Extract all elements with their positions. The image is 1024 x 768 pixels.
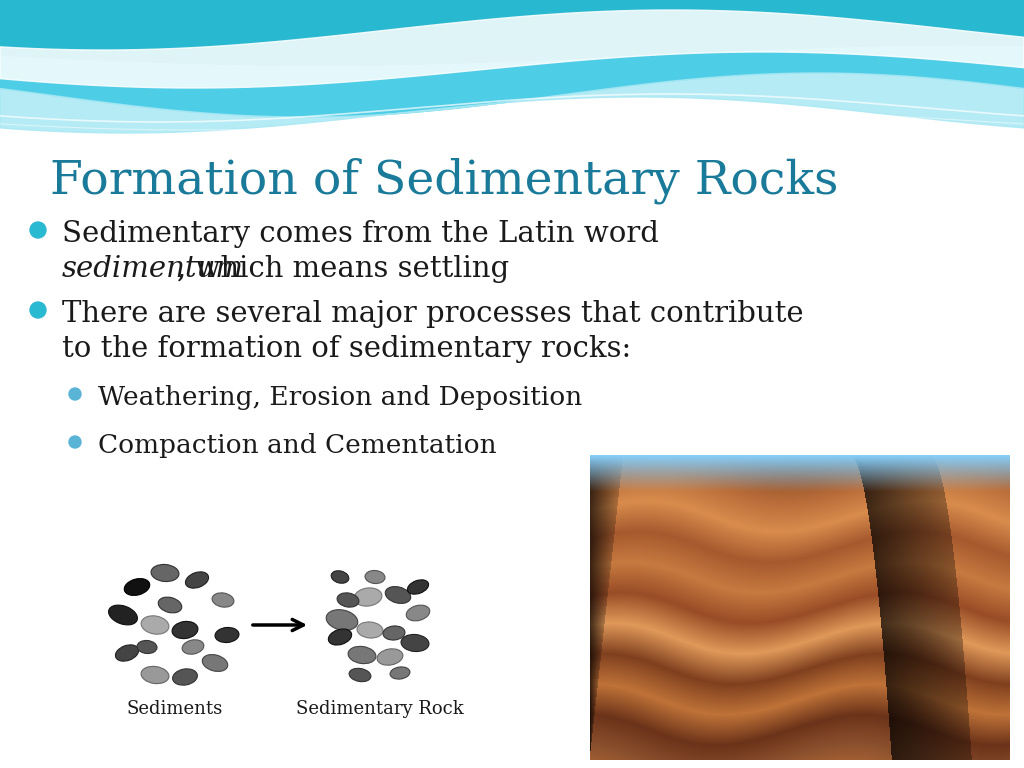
Ellipse shape (357, 622, 383, 638)
Ellipse shape (383, 626, 404, 640)
Circle shape (30, 222, 46, 238)
Ellipse shape (124, 578, 150, 595)
Ellipse shape (354, 588, 382, 606)
Ellipse shape (331, 571, 349, 583)
Ellipse shape (172, 621, 198, 639)
Text: Formation of Sedimentary Rocks: Formation of Sedimentary Rocks (50, 158, 839, 204)
Text: There are several major processes that contribute: There are several major processes that c… (62, 300, 804, 328)
Ellipse shape (377, 649, 402, 665)
Ellipse shape (348, 647, 376, 664)
Text: Sediments: Sediments (127, 700, 223, 718)
Circle shape (69, 388, 81, 400)
Ellipse shape (182, 640, 204, 654)
Ellipse shape (215, 627, 239, 643)
Ellipse shape (407, 605, 430, 621)
Ellipse shape (141, 667, 169, 684)
Circle shape (69, 436, 81, 448)
Text: sedimentum: sedimentum (62, 255, 244, 283)
Text: Compaction and Cementation: Compaction and Cementation (98, 433, 497, 458)
Ellipse shape (137, 641, 157, 654)
Ellipse shape (141, 616, 169, 634)
Ellipse shape (173, 669, 198, 685)
Ellipse shape (203, 654, 227, 671)
Ellipse shape (109, 605, 137, 625)
Ellipse shape (385, 587, 411, 604)
Ellipse shape (185, 572, 209, 588)
Circle shape (30, 302, 46, 318)
Ellipse shape (337, 593, 358, 607)
Text: , which means settling: , which means settling (177, 255, 509, 283)
Ellipse shape (365, 571, 385, 584)
Text: to the formation of sedimentary rocks:: to the formation of sedimentary rocks: (62, 335, 631, 363)
Text: Weathering, Erosion and Deposition: Weathering, Erosion and Deposition (98, 385, 583, 410)
Ellipse shape (329, 629, 351, 645)
Ellipse shape (408, 580, 429, 594)
Ellipse shape (151, 564, 179, 581)
Ellipse shape (116, 645, 138, 661)
Ellipse shape (390, 667, 410, 679)
Ellipse shape (349, 668, 371, 682)
Ellipse shape (327, 610, 357, 631)
Text: Sedimentary comes from the Latin word: Sedimentary comes from the Latin word (62, 220, 658, 248)
Ellipse shape (212, 593, 233, 607)
Ellipse shape (401, 634, 429, 651)
Text: Sedimentary Rock: Sedimentary Rock (296, 700, 464, 718)
Ellipse shape (159, 597, 181, 613)
